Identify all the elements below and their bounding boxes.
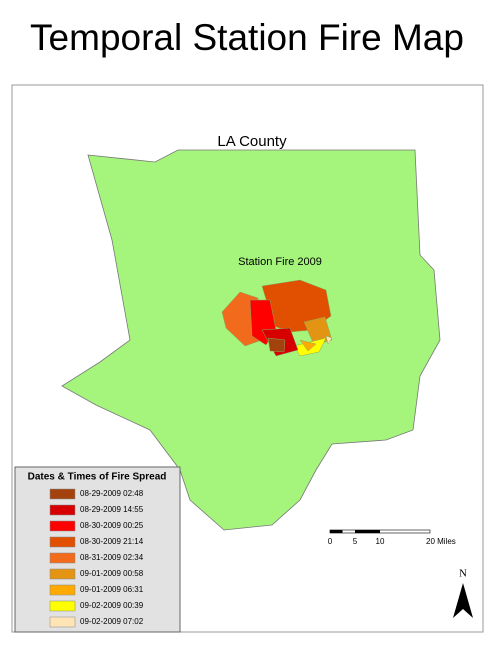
scale-bar	[329, 529, 431, 534]
north-arrow	[453, 583, 473, 618]
fire-patch	[267, 337, 286, 353]
legend-label: 08-30-2009 21:14	[80, 537, 144, 546]
legend-label: 09-02-2009 00:39	[80, 601, 144, 610]
legend-swatch	[49, 600, 76, 612]
scale-label: 10	[376, 537, 385, 546]
legend-swatch	[49, 568, 76, 580]
scale-label: 20 Miles	[426, 537, 456, 546]
north-label: N	[459, 568, 467, 580]
title: Temporal Station Fire Map	[30, 17, 464, 58]
legend-swatch	[49, 584, 76, 596]
legend-box	[14, 466, 181, 633]
legend-swatch	[49, 552, 76, 564]
legend-label: 09-02-2009 07:02	[80, 617, 144, 626]
legend-label: 08-29-2009 02:48	[80, 489, 144, 498]
scale-labels: 0 5 10 20 Miles	[328, 537, 456, 546]
fire-perimeter	[221, 279, 333, 357]
fire-label: Station Fire 2009	[238, 256, 322, 268]
legend-title: Dates & Times of Fire Spread	[28, 472, 167, 483]
county-label: LA County	[217, 133, 287, 150]
legend-label: 08-30-2009 00:25	[80, 521, 144, 530]
legend-swatch	[49, 488, 76, 500]
scale-bar-segment	[355, 530, 380, 533]
legend-swatch	[49, 536, 76, 548]
legend-items: 08-29-2009 02:48 08-29-2009 14:55 08-30-20…	[49, 488, 144, 628]
legend-swatch	[49, 504, 76, 516]
legend-label: 09-01-2009 00:58	[80, 569, 144, 578]
fire-patch	[299, 339, 317, 352]
legend-swatch	[49, 616, 76, 628]
scale-label: 5	[353, 537, 358, 546]
fire-patch	[325, 335, 333, 345]
scale-bar-segment	[330, 530, 343, 533]
legend-label: 09-01-2009 06:31	[80, 585, 144, 594]
legend-label: 08-31-2009 02:34	[80, 553, 144, 562]
legend-label: 08-29-2009 14:55	[80, 505, 144, 514]
scale-label: 0	[328, 537, 333, 546]
legend-swatch	[49, 520, 76, 532]
